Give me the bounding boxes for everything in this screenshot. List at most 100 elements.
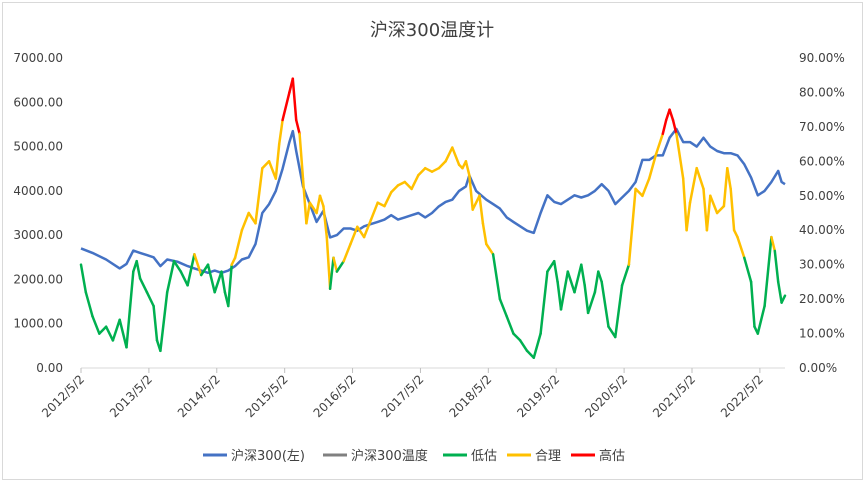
temperature-segment-fair bbox=[369, 201, 379, 222]
legend: 沪深300(左) 沪深300温度 低估 合理 高估 bbox=[203, 448, 625, 464]
temperature-segment-low bbox=[525, 349, 536, 359]
temperature-segment-low bbox=[763, 235, 773, 308]
temperature-segment-low bbox=[559, 270, 570, 311]
temperature-segment-fair bbox=[277, 118, 284, 146]
temperature-segment-low bbox=[756, 304, 766, 335]
x-tick-label: 2019/5/2 bbox=[514, 372, 562, 420]
x-tick-label: 2015/5/2 bbox=[243, 372, 291, 420]
right-y-tick-label: 80.00% bbox=[799, 85, 845, 99]
left-y-tick-label: 2000.00 bbox=[13, 272, 63, 286]
temperature-segment-low bbox=[749, 280, 756, 328]
temperature-segment-fair bbox=[332, 256, 339, 273]
temperature-segment-fair bbox=[298, 132, 305, 180]
left-y-tick-label: 0.00 bbox=[36, 361, 63, 375]
temperature-segment-low bbox=[91, 315, 101, 335]
temperature-segment-low bbox=[138, 277, 149, 294]
chart-svg: 沪深300温度计 0.00 1000.00 2000.00 3000.00 4000.0… bbox=[13, 20, 845, 464]
legend-label: 沪深300温度 bbox=[351, 448, 428, 464]
temperature-segment-fair bbox=[305, 201, 312, 225]
temperature-segment-low bbox=[498, 297, 508, 318]
left-y-tick-label: 4000.00 bbox=[13, 184, 63, 198]
temperature-segment-low bbox=[118, 318, 128, 349]
temperature-segment-fair bbox=[481, 222, 488, 246]
legend-label: 合理 bbox=[535, 449, 561, 464]
temperature-segment-low bbox=[505, 315, 515, 335]
right-y-tick-label: 10.00% bbox=[799, 327, 845, 341]
temperature-segment-fair bbox=[417, 166, 427, 177]
temperature-segment-fair bbox=[318, 194, 325, 208]
right-y-tick-label: 90.00% bbox=[799, 51, 845, 65]
left-y-tick-label: 7000.00 bbox=[13, 51, 63, 65]
temperature-segment-fair bbox=[444, 146, 454, 163]
temperature-segment-low bbox=[583, 284, 590, 315]
temperature-segment-fair bbox=[193, 253, 203, 277]
right-y-tick-label: 0.00% bbox=[799, 361, 837, 375]
temperature-segment-fair bbox=[230, 256, 237, 266]
temperature-segment-fair bbox=[410, 173, 420, 191]
temperature-segment-fair bbox=[261, 160, 271, 170]
left-y-tick-label: 1000.00 bbox=[13, 317, 63, 331]
temperature-segment-low bbox=[597, 270, 603, 284]
temperature-segment-low bbox=[780, 294, 787, 304]
temperature-segment-low bbox=[532, 332, 542, 359]
temperature-segment-high bbox=[294, 118, 301, 136]
x-tick-label: 2016/5/2 bbox=[311, 372, 359, 420]
temperature-segment-fair bbox=[267, 160, 278, 180]
temperature-segment-low bbox=[179, 270, 189, 287]
temperature-segment-fair bbox=[471, 194, 481, 211]
temperature-segment-fair bbox=[389, 184, 400, 194]
temperature-segment-fair bbox=[308, 201, 318, 215]
right-y-tick-label: 60.00% bbox=[799, 154, 845, 168]
temperature-segment-low bbox=[186, 253, 196, 287]
temperature-segment-low bbox=[104, 325, 115, 342]
chart-title: 沪深300温度计 bbox=[370, 20, 494, 41]
series-layer bbox=[79, 77, 787, 359]
temperature-segment-low bbox=[573, 263, 583, 294]
temperature-segment-fair bbox=[478, 194, 485, 225]
temperature-segment-fair bbox=[247, 211, 257, 225]
x-tick-label: 2021/5/2 bbox=[650, 372, 698, 420]
temperature-segment-fair bbox=[722, 166, 729, 208]
temperature-segment-low bbox=[546, 259, 556, 273]
left-y-tick-label: 5000.00 bbox=[13, 140, 63, 154]
temperature-segment-low bbox=[776, 280, 783, 304]
temperature-segment-low bbox=[491, 253, 502, 301]
temperature-segment-fair bbox=[349, 225, 359, 246]
left-y-tick-label: 3000.00 bbox=[13, 228, 63, 242]
temperature-segment-fair bbox=[695, 166, 705, 191]
temperature-segment-fair bbox=[770, 235, 777, 253]
temperature-segment-low bbox=[539, 270, 549, 335]
x-tick-label: 2020/5/2 bbox=[582, 372, 630, 420]
temperature-segment-fair bbox=[325, 235, 332, 291]
temperature-segment-low bbox=[206, 263, 216, 294]
left-y-tick-label: 6000.00 bbox=[13, 95, 63, 109]
right-y-tick-label: 40.00% bbox=[799, 223, 845, 237]
x-tick-label: 2017/5/2 bbox=[379, 372, 427, 420]
temperature-segment-low bbox=[135, 259, 142, 280]
temperature-segment-low bbox=[227, 263, 233, 308]
temperature-segment-fair bbox=[641, 177, 651, 198]
temperature-segment-low bbox=[580, 263, 586, 287]
x-tick-label: 2014/5/2 bbox=[175, 372, 223, 420]
temperature-segment-fair bbox=[654, 132, 665, 156]
temperature-segment-fair bbox=[634, 187, 644, 198]
temperature-segment-low bbox=[743, 256, 753, 284]
temperature-segment-high bbox=[671, 118, 678, 136]
temperature-segment-high bbox=[281, 91, 291, 122]
temperature-segment-fair bbox=[468, 173, 474, 211]
legend-label: 低估 bbox=[471, 449, 497, 464]
temperature-segment-fair bbox=[274, 142, 281, 180]
temperature-segment-fair bbox=[732, 228, 739, 239]
temperature-segment-fair bbox=[362, 218, 373, 239]
temperature-segment-low bbox=[98, 325, 108, 335]
right-y-tick-label: 50.00% bbox=[799, 189, 845, 203]
temperature-segment-low bbox=[220, 270, 227, 294]
right-y-tick-label: 20.00% bbox=[799, 292, 845, 306]
temperature-segment-fair bbox=[240, 211, 250, 232]
right-y-axis: 0.00% 10.00% 20.00% 30.00% 40.00% 50.00% 60.00… bbox=[799, 51, 845, 375]
temperature-segment-low bbox=[328, 256, 335, 291]
temperature-segment-low bbox=[165, 259, 176, 294]
temperature-segment-fair bbox=[681, 177, 688, 232]
x-tick-label: 2018/5/2 bbox=[446, 372, 494, 420]
temperature-segment-low bbox=[556, 280, 563, 311]
